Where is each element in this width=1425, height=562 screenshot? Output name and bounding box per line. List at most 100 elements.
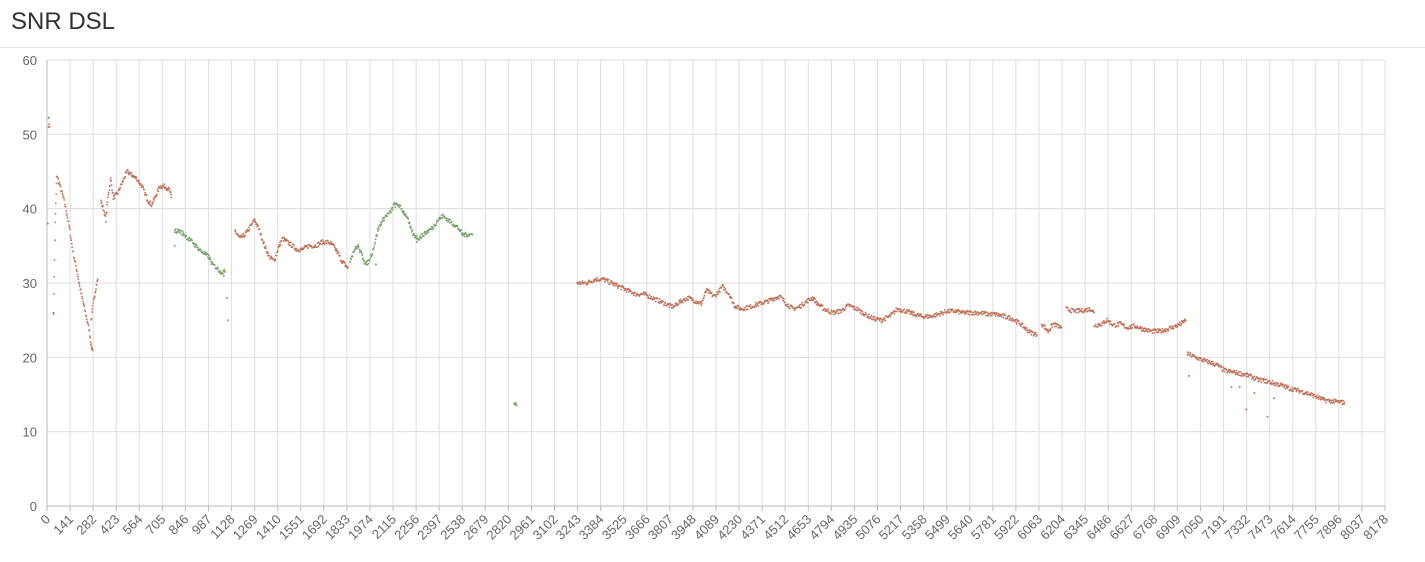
data-point xyxy=(1323,397,1326,400)
data-point xyxy=(948,308,950,310)
data-point xyxy=(901,310,904,313)
data-point xyxy=(788,307,791,310)
data-point xyxy=(419,235,422,237)
data-point xyxy=(782,298,785,300)
data-point xyxy=(1141,326,1143,329)
data-point xyxy=(316,246,318,249)
data-point xyxy=(373,243,376,246)
data-point xyxy=(663,304,666,306)
data-point xyxy=(1106,317,1109,320)
data-point xyxy=(367,262,370,265)
data-point xyxy=(92,298,95,301)
data-point xyxy=(593,280,596,283)
data-point xyxy=(1139,325,1142,328)
data-point xyxy=(676,302,678,305)
data-point xyxy=(662,300,665,303)
data-point xyxy=(1282,383,1285,386)
data-point xyxy=(949,311,951,314)
data-point xyxy=(1116,324,1118,327)
data-point xyxy=(1313,393,1316,396)
data-point xyxy=(812,299,815,302)
data-point xyxy=(1203,358,1206,360)
data-point xyxy=(634,291,637,294)
data-point xyxy=(798,305,800,307)
data-point xyxy=(903,308,906,311)
data-point xyxy=(289,244,291,247)
data-point xyxy=(402,213,405,215)
data-point xyxy=(1098,325,1100,327)
data-point xyxy=(630,290,632,293)
data-point xyxy=(860,313,863,316)
data-point xyxy=(321,239,324,241)
data-point xyxy=(359,249,362,252)
data-point xyxy=(816,300,818,303)
data-point xyxy=(763,301,766,304)
data-point xyxy=(251,222,254,225)
data-point xyxy=(1200,357,1202,359)
x-tick-label: 3666 xyxy=(622,512,653,543)
data-point xyxy=(581,280,584,282)
y-tick-label: 30 xyxy=(23,276,37,291)
data-point xyxy=(416,234,418,237)
x-tick-label: 4794 xyxy=(806,512,837,543)
data-point xyxy=(1213,362,1215,365)
data-point xyxy=(910,312,913,315)
data-point xyxy=(68,226,71,229)
data-point xyxy=(1165,330,1167,333)
data-point xyxy=(112,198,115,201)
data-point xyxy=(353,250,355,253)
data-point xyxy=(736,307,739,310)
data-point xyxy=(325,242,328,245)
data-point xyxy=(669,302,672,305)
data-point xyxy=(323,241,325,244)
x-tick-label: 3525 xyxy=(599,512,630,543)
data-point xyxy=(956,310,959,313)
data-point xyxy=(52,311,55,314)
data-point xyxy=(441,217,444,219)
data-point xyxy=(245,230,248,233)
data-point xyxy=(94,291,97,294)
data-point xyxy=(919,313,922,315)
data-point xyxy=(1011,320,1014,323)
data-point xyxy=(974,310,977,312)
data-point xyxy=(1281,385,1284,387)
data-point xyxy=(943,309,946,311)
data-point xyxy=(716,291,719,294)
data-point xyxy=(394,206,397,208)
data-point xyxy=(471,233,474,236)
data-point xyxy=(107,193,110,196)
data-point xyxy=(346,265,349,268)
y-tick-label: 40 xyxy=(23,202,37,217)
data-point xyxy=(53,293,55,295)
data-point xyxy=(1291,386,1293,389)
x-tick-label: 6345 xyxy=(1060,512,1091,543)
data-point xyxy=(446,217,449,220)
data-point xyxy=(122,180,125,183)
data-point xyxy=(208,254,210,257)
data-point xyxy=(401,211,404,214)
data-point xyxy=(895,310,898,313)
data-point xyxy=(1265,378,1268,381)
data-point xyxy=(343,262,346,264)
data-point xyxy=(683,297,685,300)
data-point xyxy=(109,177,112,179)
data-point xyxy=(968,313,971,316)
data-point xyxy=(94,295,96,298)
data-point xyxy=(1008,319,1010,321)
x-tick-label: 6063 xyxy=(1014,512,1045,543)
data-point xyxy=(799,303,801,306)
data-point xyxy=(678,300,680,302)
data-point xyxy=(107,191,110,194)
data-point xyxy=(625,289,628,291)
data-point xyxy=(643,293,646,296)
data-point xyxy=(1159,329,1162,332)
y-tick-label: 60 xyxy=(23,53,37,68)
data-point xyxy=(620,288,623,291)
x-tick-label: 5499 xyxy=(922,512,953,543)
data-point xyxy=(374,241,377,244)
data-point xyxy=(678,301,681,304)
data-point xyxy=(677,303,680,306)
data-point xyxy=(1229,368,1231,371)
data-point xyxy=(718,287,721,290)
data-point xyxy=(907,310,909,313)
